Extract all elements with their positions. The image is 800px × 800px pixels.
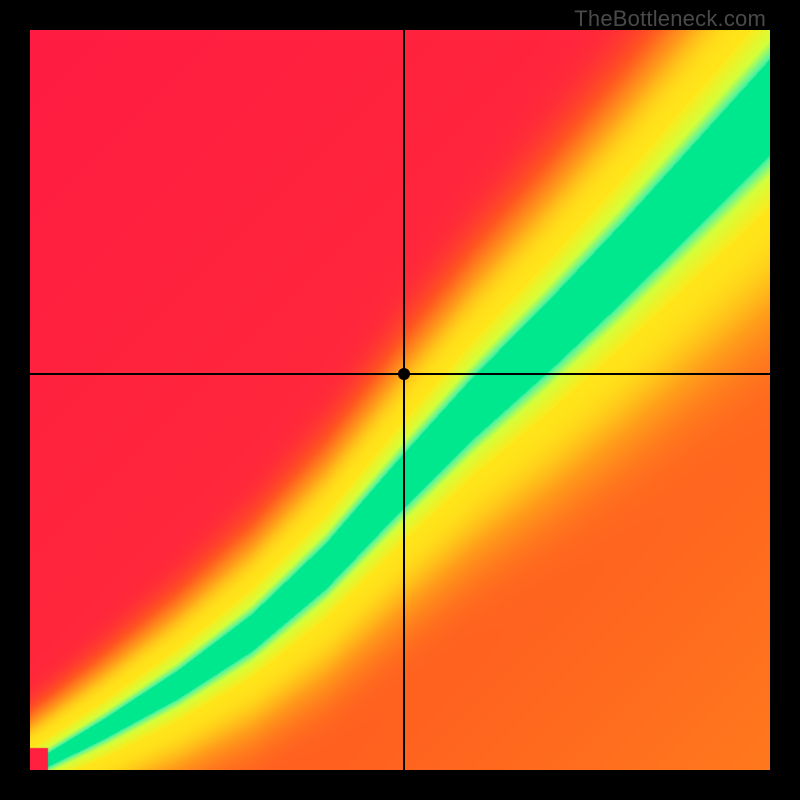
- heatmap-plot: [30, 30, 770, 770]
- heatmap-canvas: [30, 30, 770, 770]
- watermark-text: TheBottleneck.com: [574, 6, 766, 32]
- crosshair-vertical: [403, 30, 405, 770]
- crosshair-marker: [398, 368, 410, 380]
